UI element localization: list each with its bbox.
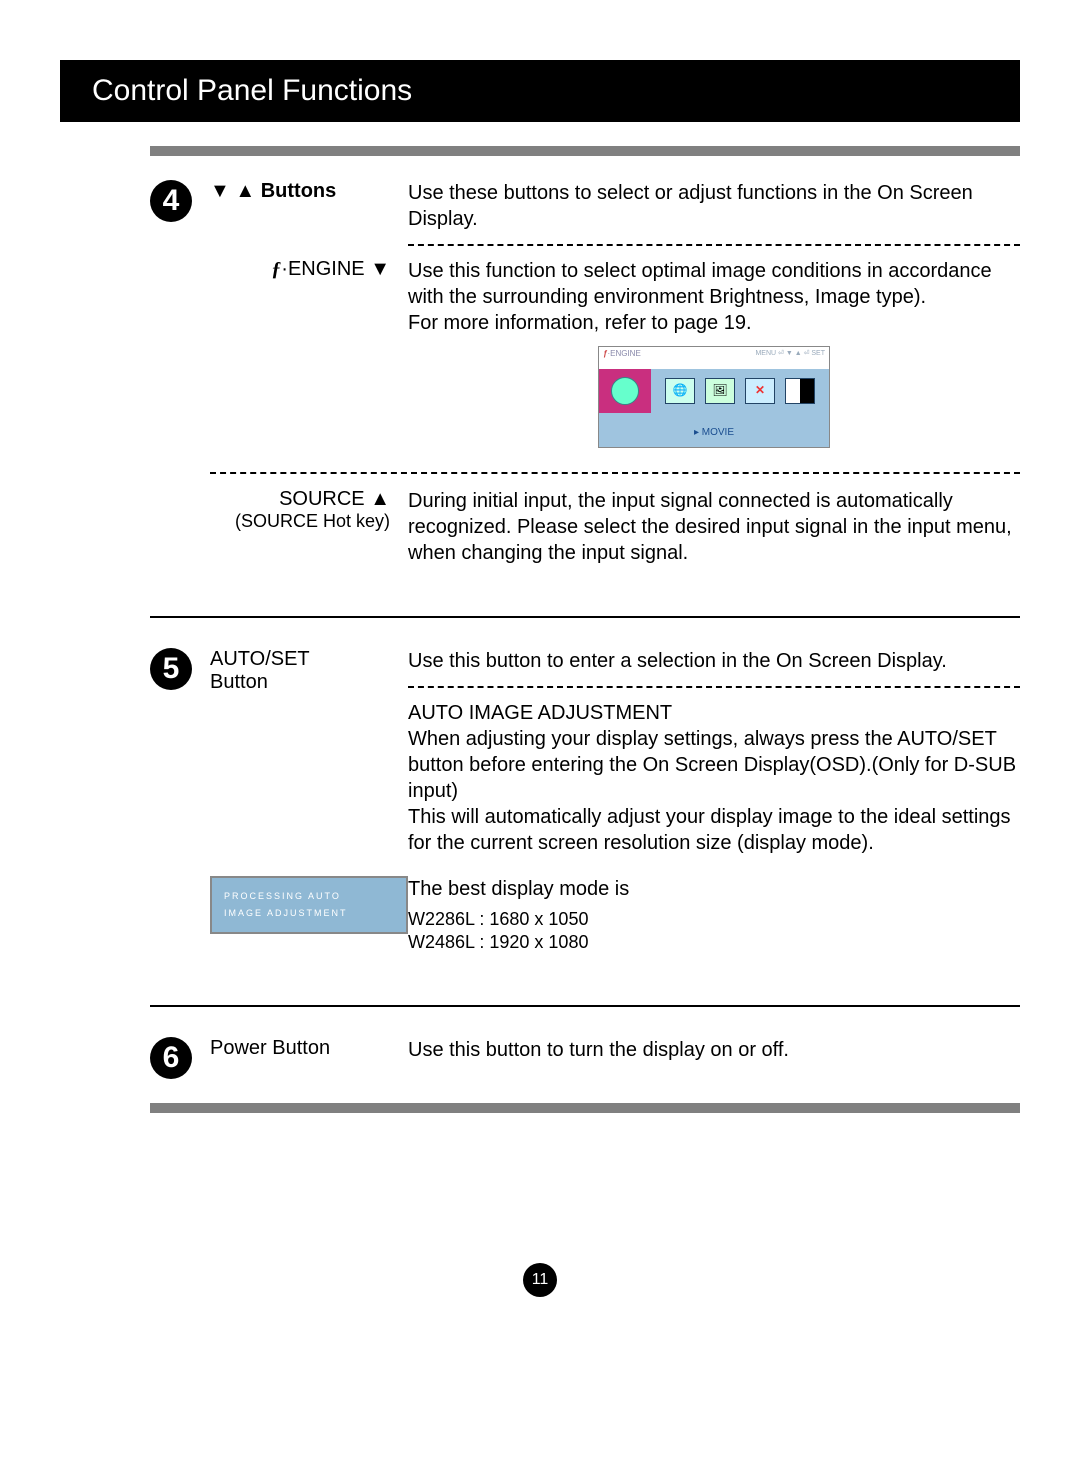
- osd-top-right: MENU ⏎ ▼ ▲ ⏎ SET: [755, 349, 825, 358]
- osd-bottom: ▸ MOVIE: [599, 417, 829, 447]
- best-mode-text: The best display mode is: [408, 876, 1020, 902]
- box-l2: IMAGE ADJUSTMENT: [224, 905, 394, 922]
- osd-icon-2: 🖼: [705, 378, 735, 404]
- processing-auto-box: PROCESSING AUTO IMAGE ADJUSTMENT: [210, 876, 408, 934]
- engine-row: ƒ·ENGINE ▼ Use this function to select o…: [210, 258, 1020, 454]
- buttons-text: Buttons: [261, 180, 337, 202]
- badge-6: 6: [150, 1037, 192, 1079]
- desc-buttons: Use these buttons to select or adjust fu…: [408, 180, 1020, 258]
- badge-4: 4: [150, 180, 192, 222]
- engine-desc-text: Use this function to select optimal imag…: [408, 258, 1020, 336]
- osd-icon-3: ✕: [745, 378, 775, 404]
- label-autoset: AUTO/SET Button: [210, 648, 390, 856]
- d2c: button before entering the On Screen Dis…: [408, 754, 1016, 802]
- page-title: Control Panel Functions: [60, 60, 1020, 122]
- label-power: Power Button: [210, 1037, 390, 1079]
- section-divider-1: [150, 616, 1020, 618]
- autoset-desc2: When adjusting your display settings, al…: [408, 726, 1020, 804]
- source-desc: During initial input, the input signal c…: [408, 488, 1020, 566]
- engine-desc: Use this function to select optimal imag…: [408, 258, 1020, 454]
- globe-icon: [611, 377, 639, 405]
- osd-icon-1: 🌐: [665, 378, 695, 404]
- mode2: W2486L : 1920 x 1080: [408, 931, 1020, 954]
- label-buttons: ▼ ▲ Buttons: [210, 180, 390, 258]
- buttons-desc-text: Use these buttons to select or adjust fu…: [408, 180, 1020, 232]
- section-4: 4 ▼ ▲ Buttons Use these buttons to selec…: [150, 180, 1020, 258]
- osd-top-bar: ƒ·ENGINE MENU ⏎ ▼ ▲ ⏎ SET: [599, 347, 829, 369]
- engine-label: ƒ·ENGINE ▼: [210, 258, 390, 454]
- osd-selected: [599, 369, 651, 413]
- mode1: W2286L : 1680 x 1050: [408, 908, 1020, 931]
- f-icon: ƒ: [271, 258, 281, 280]
- section-5b: PROCESSING AUTO IMAGE ADJUSTMENT The bes…: [150, 876, 1020, 955]
- best-mode-col: The best display mode is W2286L : 1680 x…: [408, 876, 1020, 955]
- source-text: SOURCE ▲: [210, 488, 390, 511]
- box-l1: PROCESSING AUTO: [224, 888, 394, 905]
- dashed-divider: [408, 244, 1020, 246]
- bottom-rule: [150, 1103, 1020, 1113]
- page-number: 11: [523, 1263, 557, 1297]
- osd-icon-4: [785, 378, 815, 404]
- autoset-desc2d: This will automatically adjust your disp…: [408, 804, 1020, 856]
- auto-image-heading: AUTO IMAGE ADJUSTMENT: [408, 700, 1020, 726]
- section-5: 5 AUTO/SET Button Use this button to ent…: [150, 648, 1020, 856]
- auto-box-col: PROCESSING AUTO IMAGE ADJUSTMENT: [210, 876, 390, 955]
- spacer: [150, 876, 192, 955]
- arrow-symbols: ▼ ▲: [210, 180, 255, 202]
- engine-osd-preview: ƒ·ENGINE MENU ⏎ ▼ ▲ ⏎ SET 🌐 🖼 ✕ ▸ MOVIE: [598, 346, 830, 448]
- desc-autoset: Use this button to enter a selection in …: [408, 648, 1020, 856]
- osd-icons: 🌐 🖼 ✕: [651, 369, 829, 413]
- source-hotkey: (SOURCE Hot key): [210, 511, 390, 532]
- engine-text: ·ENGINE ▼: [281, 258, 390, 280]
- badge-5: 5: [150, 648, 192, 690]
- source-label: SOURCE ▲ (SOURCE Hot key): [210, 488, 390, 566]
- autoset-line1: AUTO/SET: [210, 648, 390, 671]
- autoset-line2: Button: [210, 671, 390, 694]
- autoset-desc1: Use this button to enter a selection in …: [408, 648, 1020, 674]
- osd-engine-label: ·ENGINE: [607, 349, 640, 358]
- source-row: SOURCE ▲ (SOURCE Hot key) During initial…: [210, 488, 1020, 566]
- desc-power: Use this button to turn the display on o…: [408, 1037, 1020, 1079]
- dashed-divider-wide: [210, 472, 1020, 474]
- dashed-divider-2: [408, 686, 1020, 688]
- top-rule: [150, 146, 1020, 156]
- section-6: 6 Power Button Use this button to turn t…: [150, 1037, 1020, 1079]
- osd-mid: 🌐 🖼 ✕: [599, 369, 829, 413]
- d2a: When adjusting your display settings, al…: [408, 728, 897, 750]
- section-divider-2: [150, 1005, 1020, 1007]
- d2b: AUTO/SET: [897, 728, 996, 750]
